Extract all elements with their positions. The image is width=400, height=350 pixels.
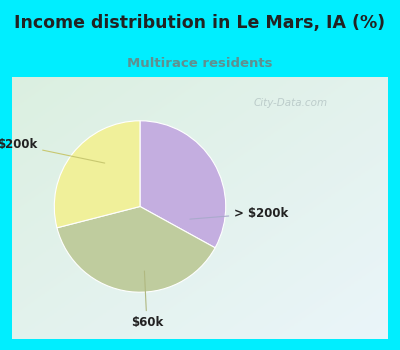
Text: City-Data.com: City-Data.com: [253, 98, 327, 108]
Text: Multirace residents: Multirace residents: [127, 57, 273, 70]
Text: Income distribution in Le Mars, IA (%): Income distribution in Le Mars, IA (%): [14, 14, 386, 32]
Wedge shape: [140, 121, 226, 248]
Wedge shape: [57, 206, 215, 292]
Text: $60k: $60k: [131, 271, 163, 329]
Wedge shape: [54, 121, 140, 228]
Text: > $200k: > $200k: [190, 207, 288, 220]
Text: $200k: $200k: [0, 138, 105, 163]
